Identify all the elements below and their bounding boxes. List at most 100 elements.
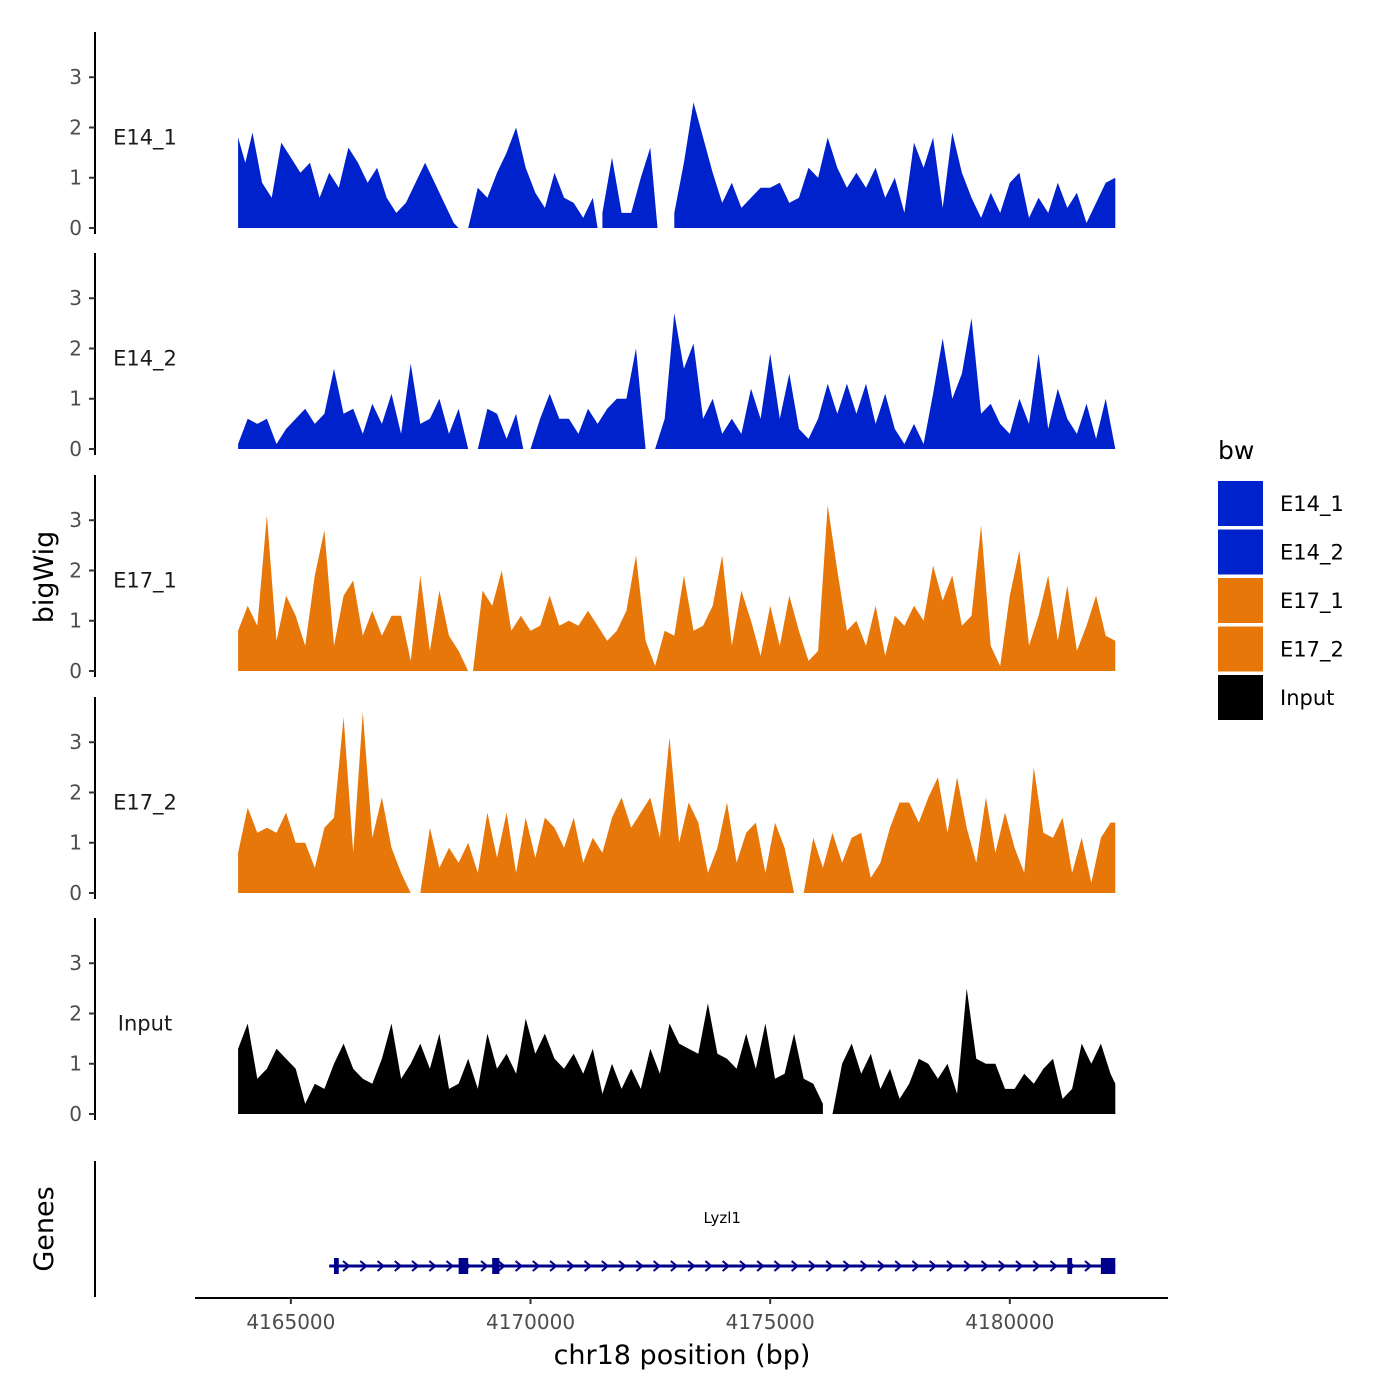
strand-arrow — [670, 1260, 679, 1272]
strand-arrow — [566, 1260, 575, 1272]
legend-label: E17_2 — [1280, 638, 1344, 663]
legend-label: E14_2 — [1280, 541, 1344, 566]
y-tick-label: 1 — [69, 609, 82, 633]
track-E14_2: 0 1 2 3 E14_2 — [69, 253, 1116, 461]
strand-arrow — [998, 1260, 1007, 1272]
y-tick-label: 0 — [69, 1102, 82, 1126]
y-tick-label: 2 — [69, 336, 82, 360]
gene-track-title: Genes — [29, 1186, 60, 1271]
y-tick-label: 3 — [69, 65, 82, 89]
coverage-area — [477, 408, 524, 449]
strand-arrow — [635, 1260, 644, 1272]
strand-arrow — [532, 1260, 541, 1272]
strand-arrow — [946, 1260, 955, 1272]
strand-arrow — [687, 1260, 696, 1272]
coverage-area — [238, 515, 469, 671]
strand-arrow — [877, 1260, 886, 1272]
coverage-area — [238, 363, 469, 449]
y-tick-label: 0 — [69, 659, 82, 683]
coverage-area — [803, 767, 1116, 893]
coverage-area — [238, 132, 459, 228]
strand-arrow — [1032, 1260, 1041, 1272]
track-label: Input — [118, 1012, 172, 1036]
strand-arrow — [549, 1260, 558, 1272]
y-tick-label: 0 — [69, 216, 82, 240]
gene-label: Lyzl1 — [704, 1209, 741, 1227]
strand-arrow — [929, 1260, 938, 1272]
x-tick-label: 4175000 — [726, 1310, 815, 1334]
strand-arrow — [480, 1260, 489, 1272]
strand-arrow — [790, 1260, 800, 1272]
legend-swatch — [1218, 675, 1263, 720]
legend-swatch — [1218, 529, 1263, 575]
strand-arrow — [411, 1260, 420, 1272]
strand-arrow — [704, 1260, 713, 1272]
strand-arrow — [1084, 1260, 1093, 1272]
exon-box — [492, 1258, 500, 1274]
legend: bw E14_1 E14_2 E17_1 E17_2 Input — [1218, 436, 1344, 720]
legend-swatch — [1218, 578, 1263, 623]
y-tick-label: 3 — [69, 286, 82, 310]
x-tick-label: 4170000 — [486, 1310, 575, 1334]
strand-arrow — [980, 1260, 989, 1272]
y-tick-label: 2 — [69, 115, 82, 139]
strand-arrow — [394, 1260, 403, 1272]
coverage-area — [602, 147, 658, 228]
y-tick-label: 3 — [69, 508, 82, 532]
coverage-area — [655, 313, 1116, 449]
track-label: E14_2 — [113, 347, 177, 372]
legend-title: bw — [1218, 436, 1254, 465]
exon-box — [458, 1258, 469, 1274]
y-tick-label: 3 — [69, 951, 82, 975]
x-axis: 4165000 4170000 4175000 4180000 — [195, 1297, 1168, 1334]
y-tick-label: 1 — [69, 831, 82, 855]
strand-arrow — [1049, 1260, 1059, 1272]
y-tick-label: 2 — [69, 1001, 82, 1025]
strand-arrow — [859, 1260, 869, 1272]
x-tick-label: 4180000 — [965, 1310, 1054, 1334]
strand-arrow — [428, 1260, 437, 1272]
legend-label: E14_1 — [1280, 492, 1344, 517]
strand-arrow — [445, 1260, 455, 1272]
strand-arrow — [497, 1260, 506, 1272]
strand-arrow — [756, 1260, 765, 1272]
strand-arrow — [721, 1260, 731, 1272]
y-tick-label: 1 — [69, 387, 82, 411]
legend-label: Input — [1280, 686, 1334, 710]
y-tick-label: 1 — [69, 166, 82, 190]
exon-box — [334, 1258, 339, 1274]
y-axis-title: bigWig — [29, 531, 60, 624]
gene-track: Lyzl1 — [94, 1161, 1116, 1297]
bigwig-tracks: 0 1 2 3 E14_1 0 1 2 3 E14_2 0 1 2 3 E17_1 0 1 2 3 E17_2 0 1 2 3… — [69, 32, 1116, 1126]
y-tick-label: 3 — [69, 730, 82, 754]
coverage-area — [832, 988, 1116, 1114]
strand-arrow — [601, 1260, 610, 1272]
strand-arrow — [618, 1260, 627, 1272]
y-tick-label: 1 — [69, 1052, 82, 1076]
track-E17_2: 0 1 2 3 E17_2 — [69, 697, 1116, 905]
strand-arrow — [911, 1260, 920, 1272]
strand-arrow — [342, 1260, 351, 1272]
track-label: E17_2 — [113, 791, 177, 816]
strand-arrow — [376, 1260, 386, 1272]
coverage-area — [468, 127, 598, 228]
strand-arrow — [514, 1260, 524, 1272]
track-Input: 0 1 2 3 Input — [69, 918, 1116, 1126]
strand-arrow — [808, 1260, 817, 1272]
coverage-area — [473, 505, 1116, 671]
y-tick-label: 0 — [69, 437, 82, 461]
y-tick-label: 2 — [69, 558, 82, 582]
strand-arrow — [583, 1260, 593, 1272]
track-E14_1: 0 1 2 3 E14_1 — [69, 32, 1116, 240]
strand-arrow — [842, 1260, 851, 1272]
coverage-area — [530, 348, 646, 449]
x-axis-title: chr18 position (bp) — [554, 1340, 811, 1371]
y-tick-label: 0 — [69, 881, 82, 905]
legend-label: E17_1 — [1280, 589, 1344, 614]
exon-box — [1100, 1258, 1116, 1274]
legend-swatch — [1218, 481, 1263, 526]
strand-arrow — [963, 1260, 972, 1272]
x-tick-label: 4165000 — [246, 1310, 335, 1334]
strand-arrow — [652, 1260, 662, 1272]
